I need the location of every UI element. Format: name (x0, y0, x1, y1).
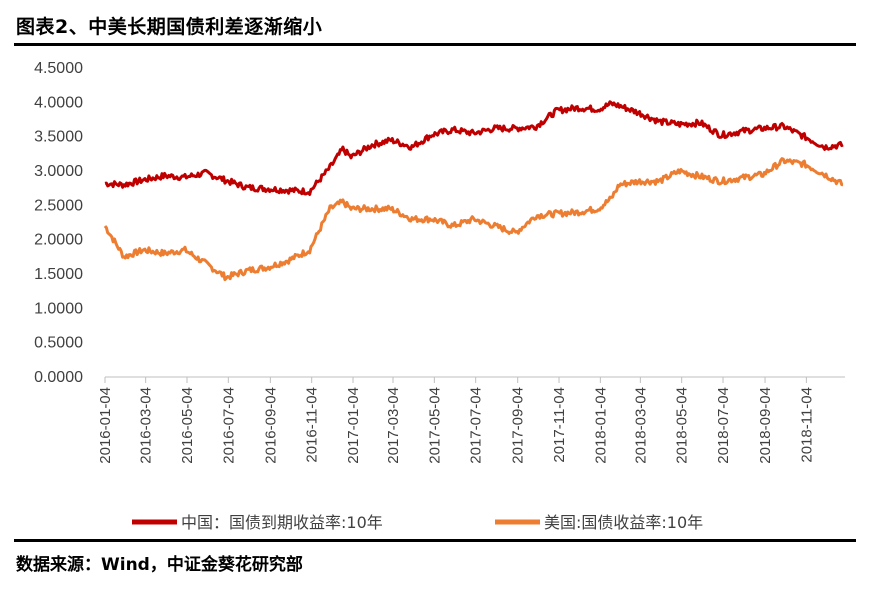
x-tick-label: 2018-07-04 (715, 387, 732, 464)
x-tick-label: 2016-11-04 (304, 387, 321, 463)
x-tick-label: 2016-03-04 (138, 387, 155, 464)
legend-label-us: 美国:国债收益率:10年 (544, 513, 703, 532)
y-tick-label: 4.5000 (34, 60, 83, 77)
series-lines (103, 100, 844, 282)
y-tick-label: 2.0000 (34, 232, 83, 249)
x-tick-label: 2017-07-04 (468, 387, 485, 464)
series-line-us (103, 157, 844, 282)
y-tick-label: 3.0000 (34, 163, 83, 180)
x-tick-label: 2016-07-04 (220, 387, 237, 464)
x-axis (104, 376, 845, 383)
y-tick-label: 4.0000 (34, 94, 83, 111)
y-tick-label: 2.5000 (34, 197, 83, 214)
y-tick-label: 1.0000 (34, 300, 83, 317)
x-tick-label: 2018-03-04 (632, 387, 649, 464)
legend-label-china: 中国：国债到期收益率:10年 (181, 513, 383, 532)
x-tick-label: 2017-01-04 (345, 387, 362, 464)
y-tick-label: 0.5000 (34, 335, 83, 352)
x-tick-label: 2016-01-04 (97, 387, 114, 464)
x-tick-label: 2017-11-04 (551, 387, 568, 463)
x-tick-label: 2016-05-04 (179, 387, 196, 464)
legend: 中国：国债到期收益率:10年 美国:国债收益率:10年 (132, 513, 703, 532)
x-tick-label: 2018-05-04 (674, 387, 691, 464)
x-tick-label: 2018-09-04 (757, 387, 774, 464)
x-tick-label: 2018-01-04 (592, 387, 609, 464)
source-note: 数据来源：Wind，中证金葵花研究部 (16, 555, 303, 575)
x-tick-label: 2016-09-04 (262, 387, 279, 464)
top-rule (14, 43, 856, 46)
figure-title: 图表2、中美长期国债利差逐渐缩小 (16, 16, 323, 38)
y-tick-label: 3.5000 (34, 129, 83, 146)
x-tick-label: 2017-09-04 (510, 387, 527, 464)
x-tick-label: 2017-05-04 (426, 387, 443, 464)
y-tick-label: 1.5000 (34, 266, 83, 283)
x-axis-ticks: 2016-01-04 2016-03-04 2016-05-04 2016-07-04… (97, 387, 815, 464)
line-chart: 0.0000 0.5000 1.0000 1.5000 2.0000 2.5000 3.00… (34, 60, 845, 532)
bottom-rule (14, 539, 856, 542)
x-tick-label: 2017-03-04 (385, 387, 402, 464)
y-axis-ticks: 0.0000 0.5000 1.0000 1.5000 2.0000 2.5000 3.00… (34, 60, 83, 386)
series-line-china (104, 100, 844, 196)
y-tick-label: 0.0000 (34, 369, 83, 386)
x-tick-label: 2018-11-04 (798, 387, 815, 463)
